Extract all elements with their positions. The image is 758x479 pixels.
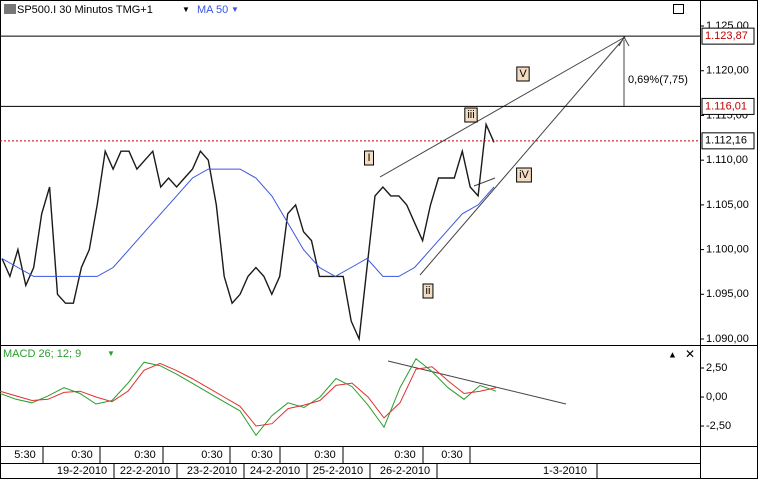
annotation-box <box>516 66 530 82</box>
annotation: ii <box>426 285 431 297</box>
y-tick-label: 0,00 <box>706 391 727 403</box>
y-tick-label: 1.120,00 <box>706 65 749 77</box>
measure-arrow <box>618 35 630 47</box>
price-level-box <box>701 27 755 45</box>
dropdown-arrow[interactable]: ▼ <box>182 5 190 14</box>
pane-close-button[interactable]: ✕ <box>685 347 695 361</box>
price-level-label: 1.112,16 <box>705 135 747 147</box>
annotation: iii <box>467 109 474 121</box>
annotation: V <box>519 68 527 80</box>
trend-line <box>473 177 496 187</box>
annotation-box <box>364 150 374 166</box>
date-label: 26-2-2010 <box>380 465 430 477</box>
y-tick-label: 1.110,00 <box>706 154 748 166</box>
series-line <box>1 121 495 342</box>
date-label: 1-3-2010 <box>543 465 587 477</box>
annotation-box <box>516 167 532 183</box>
price-level-label: 1.116,01 <box>705 100 747 112</box>
price-level-label: 1.123,87 <box>705 30 748 42</box>
date-label: 19-2-2010 <box>57 465 107 477</box>
time-label: 0:30 <box>314 449 335 461</box>
time-label: 5:30 <box>14 449 35 461</box>
annotation-box <box>464 107 478 123</box>
time-label: 0:30 <box>134 449 155 461</box>
trend-line <box>379 36 626 178</box>
maximize-button[interactable] <box>673 4 684 14</box>
price-level-box <box>701 97 755 115</box>
series-line <box>1 168 495 277</box>
y-tick-label: 1.095,00 <box>706 288 749 300</box>
y-tick-label: 1.105,00 <box>706 199 749 211</box>
series-line <box>0 362 497 427</box>
y-tick-label: 1.100,00 <box>706 243 749 255</box>
macd-trend-line <box>387 360 567 405</box>
annotation: I <box>367 152 370 164</box>
date-label: 24-2-2010 <box>250 465 300 477</box>
macd-title[interactable]: MACD 26; 12; 9 <box>3 348 81 360</box>
date-label: 23-2-2010 <box>187 465 237 477</box>
annotation: 0,69%(7,75) <box>628 74 688 86</box>
logo <box>4 4 16 14</box>
y-tick-label: 2,50 <box>706 362 727 374</box>
dropdown-arrow[interactable]: ▼ <box>231 5 239 14</box>
time-label: 0:30 <box>251 449 272 461</box>
annotation-box <box>422 283 434 299</box>
annotation: iV <box>519 169 529 181</box>
chart-title[interactable]: SP500.I 30 Minutos TMG+1 <box>17 4 153 16</box>
pane-up-button[interactable]: ▲ <box>668 349 677 359</box>
y-tick-label: -2,50 <box>706 420 731 432</box>
time-label: 0:30 <box>441 449 462 461</box>
series-line <box>0 357 497 437</box>
dropdown-arrow[interactable]: ▼ <box>107 349 115 358</box>
time-label: 0:30 <box>201 449 222 461</box>
price-level-box <box>701 132 755 150</box>
trend-line <box>419 36 626 276</box>
date-label: 22-2-2010 <box>120 465 170 477</box>
date-label: 25-2-2010 <box>313 465 363 477</box>
y-tick-label: 1.090,00 <box>706 333 749 345</box>
time-label: 0:30 <box>71 449 92 461</box>
indicator-label[interactable]: MA 50 <box>197 4 228 16</box>
time-label: 0:30 <box>394 449 415 461</box>
